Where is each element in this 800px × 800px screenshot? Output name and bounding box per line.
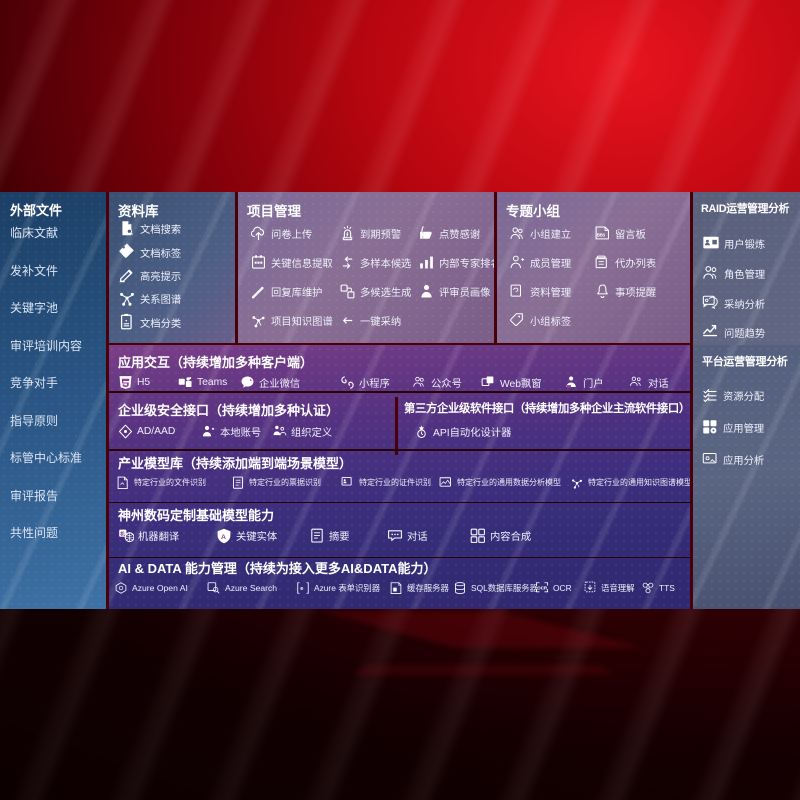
- svg-text:A: A: [221, 533, 226, 540]
- svg-text:OCR: OCR: [537, 585, 548, 590]
- svg-text:e: e: [300, 586, 303, 592]
- svg-text:BBS: BBS: [597, 232, 606, 237]
